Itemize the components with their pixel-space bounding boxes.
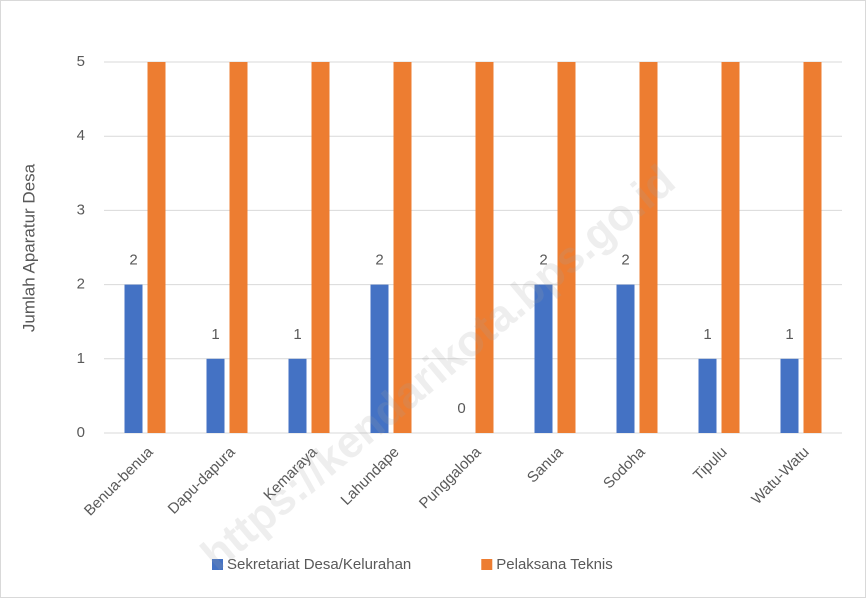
bar	[147, 62, 166, 433]
legend-swatch	[481, 559, 493, 570]
y-tick-label: 3	[77, 201, 85, 218]
bar	[616, 284, 635, 433]
data-label: 1	[211, 326, 219, 343]
data-label: 0	[457, 400, 465, 417]
bar	[311, 62, 330, 433]
bar	[393, 62, 412, 433]
data-label: 1	[785, 326, 793, 343]
bar	[288, 358, 307, 433]
y-tick-label: 5	[77, 53, 85, 70]
data-label: 2	[129, 252, 137, 269]
data-label: 2	[621, 252, 629, 269]
y-tick-label: 1	[77, 350, 85, 367]
bar	[229, 62, 248, 433]
bar	[803, 62, 822, 433]
bar	[639, 62, 658, 433]
y-axis-label: Jumlah Aparatur Desa	[19, 163, 38, 332]
bar	[206, 358, 225, 433]
bar	[370, 284, 389, 433]
data-label: 1	[293, 326, 301, 343]
bar	[534, 284, 553, 433]
y-tick-label: 2	[77, 276, 85, 293]
data-label: 2	[375, 252, 383, 269]
bar	[124, 284, 143, 433]
y-tick-label: 4	[77, 127, 85, 144]
bar	[721, 62, 740, 433]
data-label: 2	[539, 252, 547, 269]
data-label: 1	[703, 326, 711, 343]
bar	[475, 62, 494, 433]
bar	[780, 358, 799, 433]
bar	[557, 62, 576, 433]
bar	[698, 358, 717, 433]
y-tick-label: 0	[77, 424, 85, 441]
legend-label: Sekretariat Desa/Kelurahan	[227, 556, 411, 573]
legend-label: Pelaksana Teknis	[496, 556, 612, 573]
legend-swatch	[212, 559, 223, 570]
